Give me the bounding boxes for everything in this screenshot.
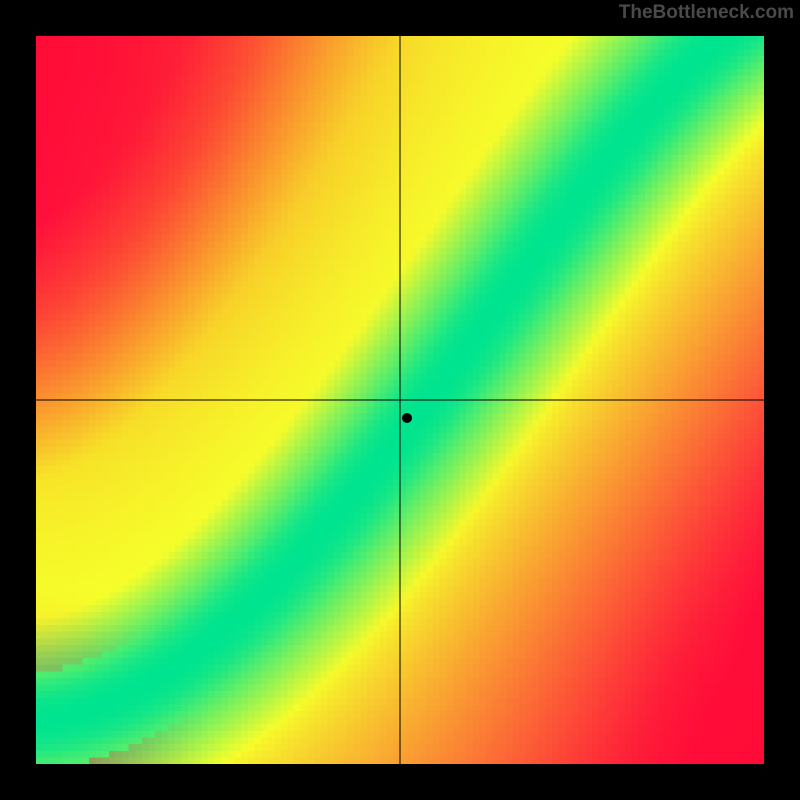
chart-frame: TheBottleneck.com [0, 0, 800, 800]
bottleneck-heatmap [36, 36, 764, 764]
watermark-text: TheBottleneck.com [619, 2, 794, 24]
